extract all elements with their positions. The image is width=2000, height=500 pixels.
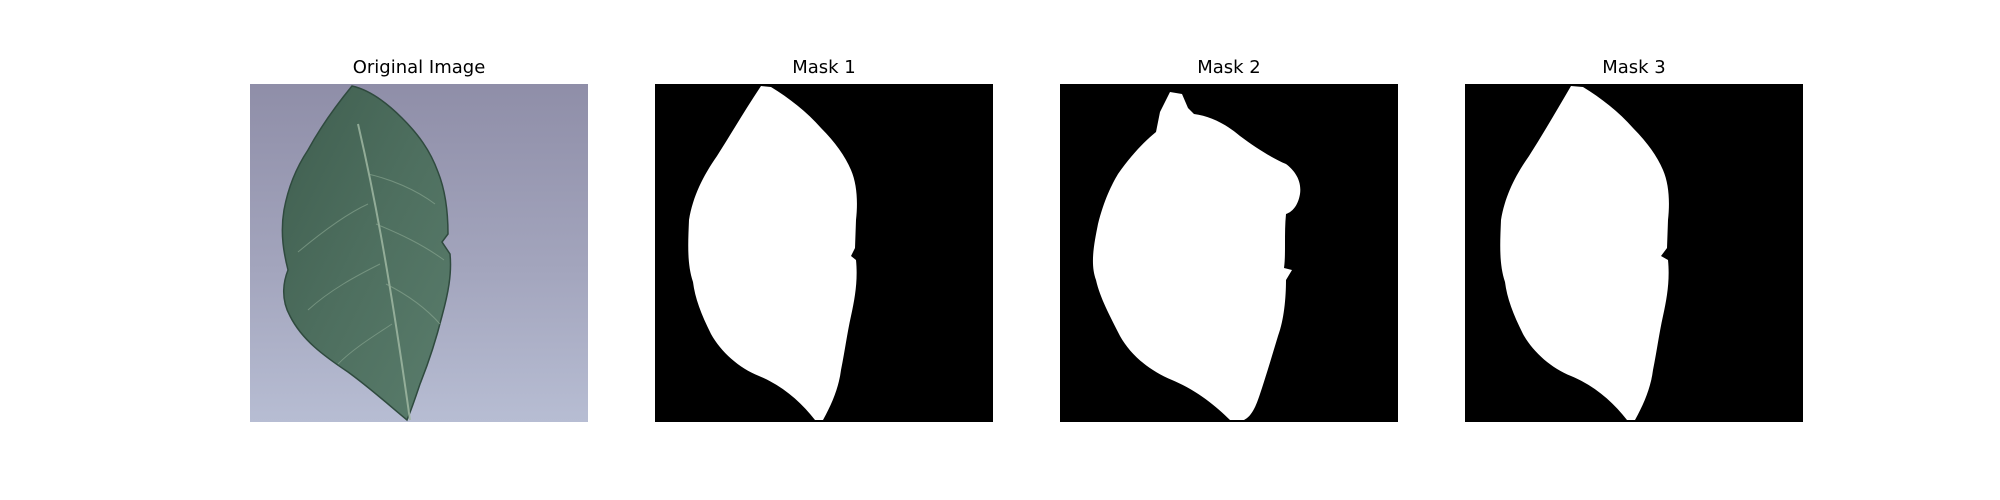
mask-foreground [1092, 92, 1301, 420]
mask-3-image [1465, 84, 1803, 422]
leaf-midrib [357, 123, 411, 421]
leaf-vein [297, 203, 369, 253]
mask-1-image [655, 84, 993, 422]
mask-3 [1465, 84, 1803, 422]
leaf-vein [375, 223, 445, 261]
panel-title-mask-3: Mask 3 [1602, 57, 1666, 78]
leaf-photo [250, 84, 588, 422]
leaf-vein [337, 323, 393, 365]
leaf-shape [281, 85, 452, 422]
panel-title-original-image: Original Image [352, 57, 486, 78]
mask-foreground [688, 86, 857, 420]
mask-1 [655, 84, 993, 422]
mask-2-image [1060, 84, 1398, 422]
leaf-vein [385, 283, 441, 325]
original-image [250, 84, 588, 422]
leaf-vein [367, 173, 436, 205]
panel-title-mask-2: Mask 2 [1197, 57, 1261, 78]
mask-foreground [1500, 86, 1669, 420]
leaf-vein [307, 263, 381, 311]
panel-title-mask-1: Mask 1 [792, 57, 856, 78]
mask-2 [1060, 84, 1398, 422]
